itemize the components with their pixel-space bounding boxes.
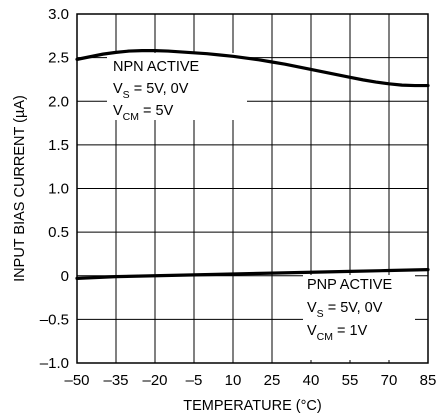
x-axis-label: TEMPERATURE (°C) xyxy=(183,398,321,414)
y-tick-label: 3.0 xyxy=(48,6,69,23)
x-tick-label: 40 xyxy=(303,372,320,389)
x-tick-labels: –50 –35 –20 –5 10 25 40 55 70 85 xyxy=(64,372,436,389)
pnp-annotation-background xyxy=(303,275,415,360)
y-tick-label: 1.5 xyxy=(48,137,69,154)
y-tick-label: –0.5 xyxy=(40,311,69,328)
annotation-subscript: CM xyxy=(317,331,333,343)
annotation-text: = 5V, 0V xyxy=(324,300,383,316)
annotation-subscript: S xyxy=(317,308,324,320)
annotation-line: VS = 5V, 0V xyxy=(307,300,383,320)
x-tick-label: 70 xyxy=(381,372,398,389)
npn-active-line xyxy=(75,49,430,88)
series-layer xyxy=(75,49,430,280)
annotation-text: = 5V xyxy=(139,103,174,119)
x-tick-label: 25 xyxy=(264,372,281,389)
x-tick-label: –50 xyxy=(64,372,89,389)
y-tick-label: 1.0 xyxy=(48,181,69,198)
y-tick-label: –1.0 xyxy=(40,355,69,372)
annotation-line: NPN ACTIVE xyxy=(113,59,200,75)
plot-frame xyxy=(76,13,429,364)
x-tick-label: –20 xyxy=(142,372,167,389)
annotation-text: NPN ACTIVE xyxy=(113,59,200,75)
y-tick-label: 2.0 xyxy=(48,93,69,110)
annotation-line: VS = 5V, 0V xyxy=(113,81,189,101)
x-tick-label: –35 xyxy=(103,372,128,389)
annotation-text: V xyxy=(307,300,317,316)
annotation-line: VCM = 5V xyxy=(113,103,174,123)
annotation-subscript: CM xyxy=(123,111,139,123)
x-tick-label: –5 xyxy=(186,372,203,389)
annotation-text: V xyxy=(113,103,123,119)
npn-annotation-background xyxy=(107,53,247,120)
annotation-text: V xyxy=(113,81,123,97)
x-tick-label: 55 xyxy=(342,372,359,389)
y-tick-label: 0.5 xyxy=(48,224,69,241)
y-tick-label: 0 xyxy=(61,268,69,285)
annotation-line: VCM = 1V xyxy=(307,323,368,343)
x-tick-label: 10 xyxy=(225,372,242,389)
pnp-active-line xyxy=(75,268,430,280)
annotation-text: V xyxy=(307,323,317,339)
annotation-text: PNP ACTIVE xyxy=(307,277,392,293)
annotation-subscript: S xyxy=(123,89,130,101)
y-axis-label: INPUT BIAS CURRENT (µA) xyxy=(12,95,28,282)
annotation-text: = 1V xyxy=(333,323,368,339)
y-tick-labels: –1.0 –0.5 0 0.5 1.0 1.5 2.0 2.5 3.0 xyxy=(40,6,69,372)
annotation-line: PNP ACTIVE xyxy=(307,277,392,293)
y-tick-label: 2.5 xyxy=(48,50,69,67)
annotation-text: = 5V, 0V xyxy=(130,81,189,97)
x-tick-label: 85 xyxy=(420,372,436,389)
